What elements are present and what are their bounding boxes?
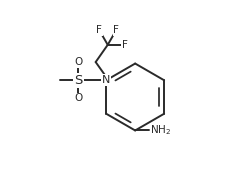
Text: F: F [113, 25, 119, 35]
Text: F: F [122, 40, 128, 50]
Text: F: F [96, 25, 102, 35]
Text: O: O [74, 94, 83, 103]
Text: N: N [102, 75, 110, 85]
Text: O: O [74, 57, 83, 67]
Text: NH$_2$: NH$_2$ [150, 124, 171, 137]
Text: S: S [74, 74, 83, 87]
